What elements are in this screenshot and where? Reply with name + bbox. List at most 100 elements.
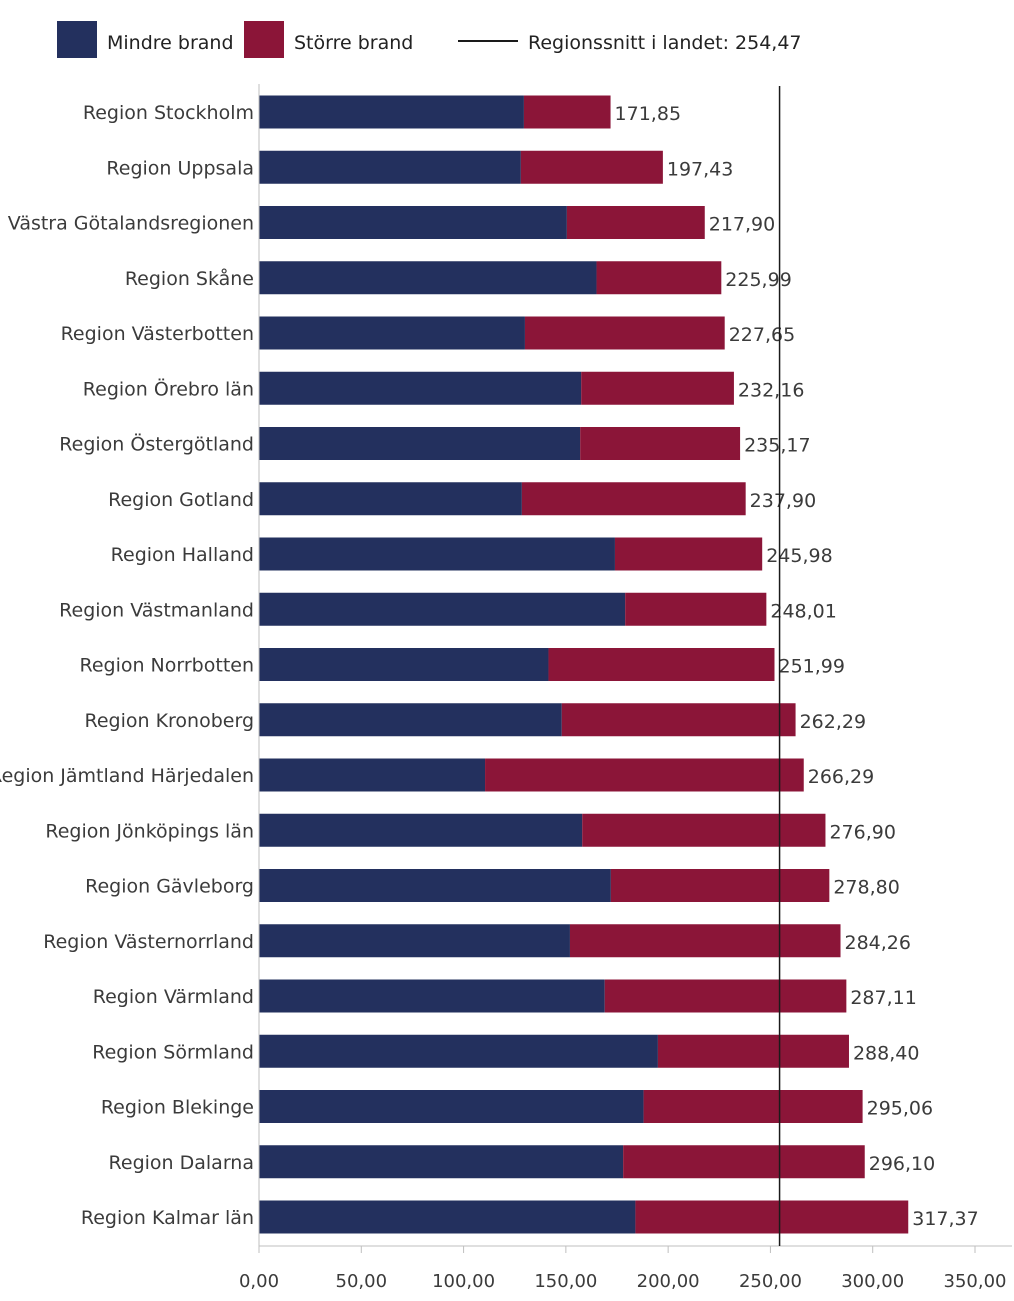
bar-storre-brand-region-jonkopings-lan xyxy=(582,813,826,847)
bar-storre-brand-region-dalarna xyxy=(623,1145,865,1179)
x-tick-label: 350,00 xyxy=(944,1271,1007,1292)
total-label-region-blekinge: 295,06 xyxy=(867,1098,933,1120)
category-label-region-norrbotten: Region Norrbotten xyxy=(79,655,254,677)
bar-storre-brand-region-vasterbotten xyxy=(524,316,725,350)
category-label-region-orebro-lan: Region Örebro län xyxy=(83,377,254,400)
category-label-region-varmland: Region Värmland xyxy=(93,986,254,1008)
category-label-region-blekinge: Region Blekinge xyxy=(101,1097,254,1119)
bar-storre-brand-region-ostergotland xyxy=(580,427,741,460)
bar-mindre-brand-region-uppsala xyxy=(259,150,521,184)
bar-mindre-brand-region-ostergotland xyxy=(259,427,581,460)
bar-storre-brand-region-blekinge xyxy=(643,1090,863,1123)
bar-mindre-brand-region-orebro-lan xyxy=(259,371,582,405)
total-label-region-vasternorrland: 284,26 xyxy=(845,932,911,954)
bar-mindre-brand-region-blekinge xyxy=(259,1090,644,1123)
total-label-region-kronoberg: 262,29 xyxy=(800,711,866,733)
x-axis: 0,00 50,00 100,00 150,00 200,00 250,00 300,00 3… xyxy=(239,84,1012,1292)
bar-storre-brand-region-kronoberg xyxy=(561,703,796,737)
bar-mindre-brand-region-norrbotten xyxy=(259,648,549,681)
total-label-region-gotland: 237,90 xyxy=(750,490,816,512)
bar-storre-brand-region-vasternorrland xyxy=(569,924,841,958)
total-label-region-vasterbotten: 227,65 xyxy=(729,324,795,346)
total-label-region-norrbotten: 251,99 xyxy=(779,656,845,678)
bar-storre-brand-region-norrbotten xyxy=(548,648,775,681)
x-tick-label: 150,00 xyxy=(534,1271,597,1292)
bar-storre-brand-region-orebro-lan xyxy=(581,371,734,405)
category-label-region-gavleborg: Region Gävleborg xyxy=(85,876,254,898)
category-label-region-dalarna: Region Dalarna xyxy=(109,1152,254,1174)
bar-storre-brand-region-gavleborg xyxy=(610,869,830,902)
x-tick-label: 250,00 xyxy=(739,1271,802,1292)
total-label-region-varmland: 287,11 xyxy=(850,987,916,1009)
bar-storre-brand-region-gotland xyxy=(521,482,746,516)
bars-group xyxy=(259,95,909,1234)
bar-storre-brand-region-kalmar-lan xyxy=(635,1200,909,1234)
bar-storre-brand-vastra-gotalandsregionen xyxy=(566,206,705,239)
total-label-vastra-gotalandsregionen: 217,90 xyxy=(709,214,775,236)
total-label-region-sormland: 288,40 xyxy=(853,1042,919,1064)
bar-mindre-brand-region-gotland xyxy=(259,482,522,516)
legend-label-storre-brand: Större brand xyxy=(294,32,413,54)
category-label-region-sormland: Region Sörmland xyxy=(92,1041,254,1063)
total-label-region-vastmanland: 248,01 xyxy=(770,600,836,622)
legend: Mindre brand Större brand Regionssnitt i… xyxy=(57,21,802,58)
legend-label-reference-line: Regionssnitt i landet: 254,47 xyxy=(528,32,802,54)
category-label-region-jamtland-harjedalen: Region Jämtland Härjedalen xyxy=(0,765,254,787)
category-label-region-ostergotland: Region Östergötland xyxy=(59,433,254,456)
category-label-region-gotland: Region Gotland xyxy=(108,489,254,511)
total-label-region-orebro-lan: 232,16 xyxy=(738,379,804,401)
total-label-region-dalarna: 296,10 xyxy=(869,1153,935,1175)
category-label-vastra-gotalandsregionen: Västra Götalandsregionen xyxy=(8,213,254,235)
bar-storre-brand-region-skane xyxy=(596,261,722,295)
category-label-region-uppsala: Region Uppsala xyxy=(106,157,254,179)
total-label-region-kalmar-lan: 317,37 xyxy=(912,1208,978,1230)
bar-mindre-brand-region-vastmanland xyxy=(259,592,626,626)
category-labels: Region Stockholm Region Uppsala Västra Göt… xyxy=(0,102,254,1229)
category-label-region-vastmanland: Region Västmanland xyxy=(59,599,254,621)
category-label-region-vasternorrland: Region Västernorrland xyxy=(43,931,254,953)
bar-storre-brand-region-halland xyxy=(614,537,763,571)
bar-mindre-brand-region-halland xyxy=(259,537,615,571)
x-tick-label: 300,00 xyxy=(841,1271,904,1292)
total-label-region-jamtland-harjedalen: 266,29 xyxy=(808,766,874,788)
category-label-region-stockholm: Region Stockholm xyxy=(83,102,254,124)
category-label-region-kalmar-lan: Region Kalmar län xyxy=(81,1207,254,1229)
category-label-region-kronoberg: Region Kronoberg xyxy=(84,710,254,732)
bar-mindre-brand-vastra-gotalandsregionen xyxy=(259,206,567,239)
bar-storre-brand-region-vastmanland xyxy=(625,592,767,626)
bar-mindre-brand-region-kalmar-lan xyxy=(259,1200,636,1234)
bar-mindre-brand-region-jonkopings-lan xyxy=(259,813,583,847)
bar-storre-brand-region-varmland xyxy=(604,979,847,1013)
bar-mindre-brand-region-gavleborg xyxy=(259,869,611,902)
bar-mindre-brand-region-dalarna xyxy=(259,1145,624,1179)
total-label-region-halland: 245,98 xyxy=(766,545,832,567)
x-tick-label: 100,00 xyxy=(432,1271,495,1292)
bar-mindre-brand-region-skane xyxy=(259,261,597,295)
bar-storre-brand-region-uppsala xyxy=(520,150,663,184)
bar-storre-brand-region-stockholm xyxy=(523,95,611,129)
bar-storre-brand-region-jamtland-harjedalen xyxy=(485,758,804,792)
legend-swatch-mindre-brand xyxy=(57,21,97,58)
x-tick-label: 200,00 xyxy=(637,1271,700,1292)
bar-mindre-brand-region-varmland xyxy=(259,979,605,1013)
bar-mindre-brand-region-vasterbotten xyxy=(259,316,525,350)
bar-mindre-brand-region-stockholm xyxy=(259,95,524,129)
category-label-region-halland: Region Halland xyxy=(111,544,254,566)
bar-storre-brand-region-sormland xyxy=(657,1034,849,1068)
bar-mindre-brand-region-sormland xyxy=(259,1034,658,1068)
legend-swatch-storre-brand xyxy=(244,21,284,58)
total-label-region-gavleborg: 278,80 xyxy=(833,877,899,899)
total-label-region-uppsala: 197,43 xyxy=(667,158,733,180)
total-label-region-ostergotland: 235,17 xyxy=(744,435,810,457)
total-label-region-jonkopings-lan: 276,90 xyxy=(829,821,895,843)
x-tick-label: 50,00 xyxy=(336,1271,388,1292)
x-tick-label: 0,00 xyxy=(239,1271,279,1292)
bar-mindre-brand-region-kronoberg xyxy=(259,703,562,737)
bar-mindre-brand-region-vasternorrland xyxy=(259,924,570,958)
value-labels: 171,85 197,43 217,90 225,99 227,65 232,16 235,… xyxy=(615,103,979,1230)
category-label-region-jonkopings-lan: Region Jönköpings län xyxy=(45,820,254,842)
category-label-region-skane: Region Skåne xyxy=(125,267,254,290)
total-label-region-stockholm: 171,85 xyxy=(615,103,681,125)
